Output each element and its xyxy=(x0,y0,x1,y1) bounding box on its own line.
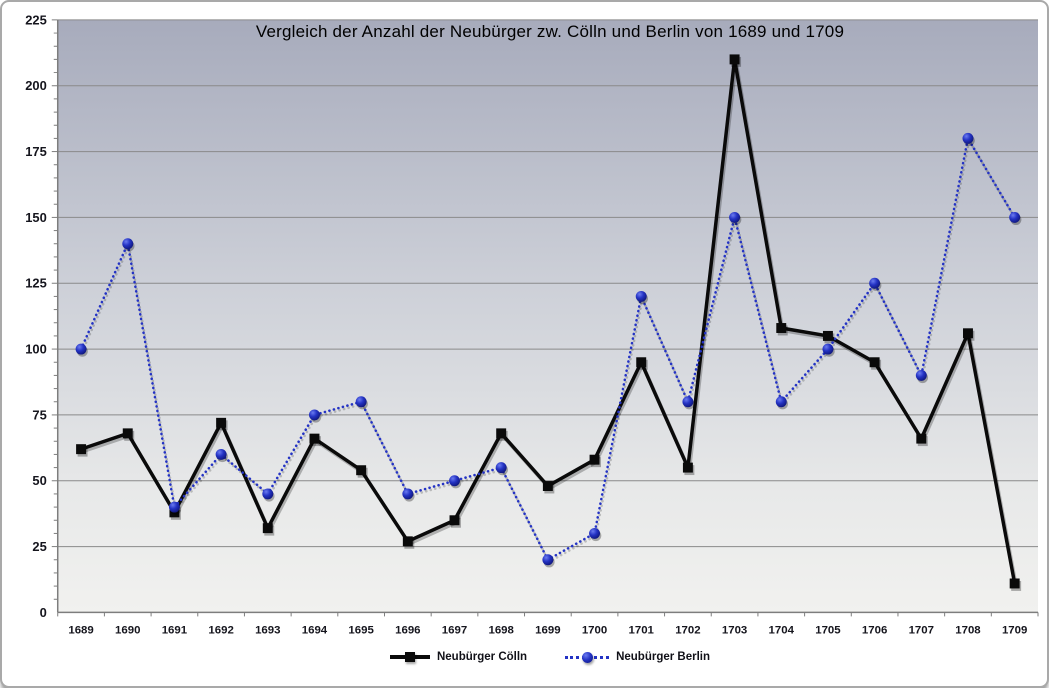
x-axis-label: 1704 xyxy=(769,624,795,636)
legend-item-berlin: Neubürger Berlin xyxy=(565,651,710,663)
berlin-marker xyxy=(215,448,227,460)
x-axis-label: 1701 xyxy=(629,624,655,636)
x-axis-label: 1700 xyxy=(582,624,607,636)
legend-label-berlin: Neubürger Berlin xyxy=(616,651,711,663)
x-axis-label: 1690 xyxy=(115,624,140,636)
berlin-marker xyxy=(308,409,320,421)
coelln-marker xyxy=(496,428,507,439)
berlin-marker xyxy=(75,343,87,355)
x-axis-label: 1705 xyxy=(815,624,841,636)
berlin-marker xyxy=(822,343,834,355)
legend-label-coelln: Neubürger Cölln xyxy=(436,651,528,663)
coelln-marker xyxy=(122,428,133,439)
coelln-marker xyxy=(589,454,600,465)
y-axis-label: 25 xyxy=(32,539,46,554)
coelln-marker xyxy=(356,465,367,476)
coelln-marker xyxy=(76,444,87,455)
x-axis-label: 1699 xyxy=(535,624,560,636)
coelln-marker xyxy=(1009,578,1020,589)
berlin-marker xyxy=(775,396,787,408)
berlin-marker xyxy=(589,527,601,539)
x-axis-label: 1689 xyxy=(68,624,93,636)
coelln-marker xyxy=(822,330,833,341)
berlin-marker xyxy=(262,488,274,500)
plot-background xyxy=(57,19,1038,613)
berlin-marker xyxy=(449,475,460,487)
coelln-marker xyxy=(682,462,693,473)
coelln-marker xyxy=(402,536,413,547)
coelln-marker xyxy=(449,515,460,526)
berlin-marker xyxy=(915,369,927,381)
y-axis-label: 100 xyxy=(25,342,47,357)
berlin-marker xyxy=(122,238,134,250)
y-axis-label: 50 xyxy=(32,473,46,488)
y-axis-label: 200 xyxy=(25,78,47,93)
y-axis-label: 0 xyxy=(40,605,47,620)
y-axis-label: 175 xyxy=(25,144,47,159)
x-axis-label: 1695 xyxy=(348,624,374,636)
berlin-marker xyxy=(168,501,180,513)
plot-area: 0 25 50 75 100 125 150 175 200 225 1689 1690 1691 169… xyxy=(25,12,1039,636)
x-axis-label: 1698 xyxy=(488,624,513,636)
x-axis-label: 1707 xyxy=(909,624,934,636)
berlin-marker xyxy=(1009,211,1021,223)
coelln-marker xyxy=(542,481,553,491)
berlin-marker xyxy=(495,462,507,474)
berlin-marker xyxy=(635,290,647,302)
berlin-line-sample-icon xyxy=(565,652,610,663)
coelln-marker xyxy=(729,54,740,65)
coelln-marker xyxy=(309,433,320,444)
berlin-marker xyxy=(355,396,367,408)
berlin-marker xyxy=(729,211,741,223)
legend: Neubürger Cölln Neubürger Berlin xyxy=(57,646,1043,668)
berlin-marker xyxy=(869,277,881,289)
y-axis-label: 125 xyxy=(25,276,47,291)
x-axis-label: 1709 xyxy=(1002,624,1027,636)
x-axis-label: 1693 xyxy=(255,624,280,636)
coelln-marker xyxy=(869,357,880,368)
coelln-marker xyxy=(963,328,973,339)
x-axis-label: 1694 xyxy=(302,624,328,636)
x-axis-label: 1692 xyxy=(208,624,233,636)
x-axis-label: 1708 xyxy=(955,624,980,636)
berlin-marker xyxy=(542,554,554,566)
berlin-marker xyxy=(402,488,414,500)
x-axis-label: 1706 xyxy=(862,624,887,636)
y-axis-label: 150 xyxy=(25,210,47,225)
x-axis-label: 1697 xyxy=(442,624,467,636)
y-axis-label: 225 xyxy=(25,12,47,27)
coelln-line-sample-icon xyxy=(389,651,430,662)
chart-title: Vergleich der Anzahl der Neubürger zw. C… xyxy=(255,22,845,41)
coelln-marker xyxy=(916,433,927,444)
coelln-marker xyxy=(776,323,787,333)
x-axis-label: 1691 xyxy=(162,624,188,636)
x-axis-label: 1702 xyxy=(675,624,700,636)
coelln-marker xyxy=(216,417,227,428)
x-axis-label: 1696 xyxy=(395,624,420,636)
coelln-marker xyxy=(262,523,273,534)
x-axis-label: 1703 xyxy=(722,624,747,636)
berlin-marker xyxy=(682,396,694,408)
y-axis-label: 75 xyxy=(32,407,46,422)
coelln-marker xyxy=(636,357,647,368)
legend-item-coelln: Neubürger Cölln xyxy=(389,651,528,663)
berlin-marker xyxy=(962,132,974,144)
